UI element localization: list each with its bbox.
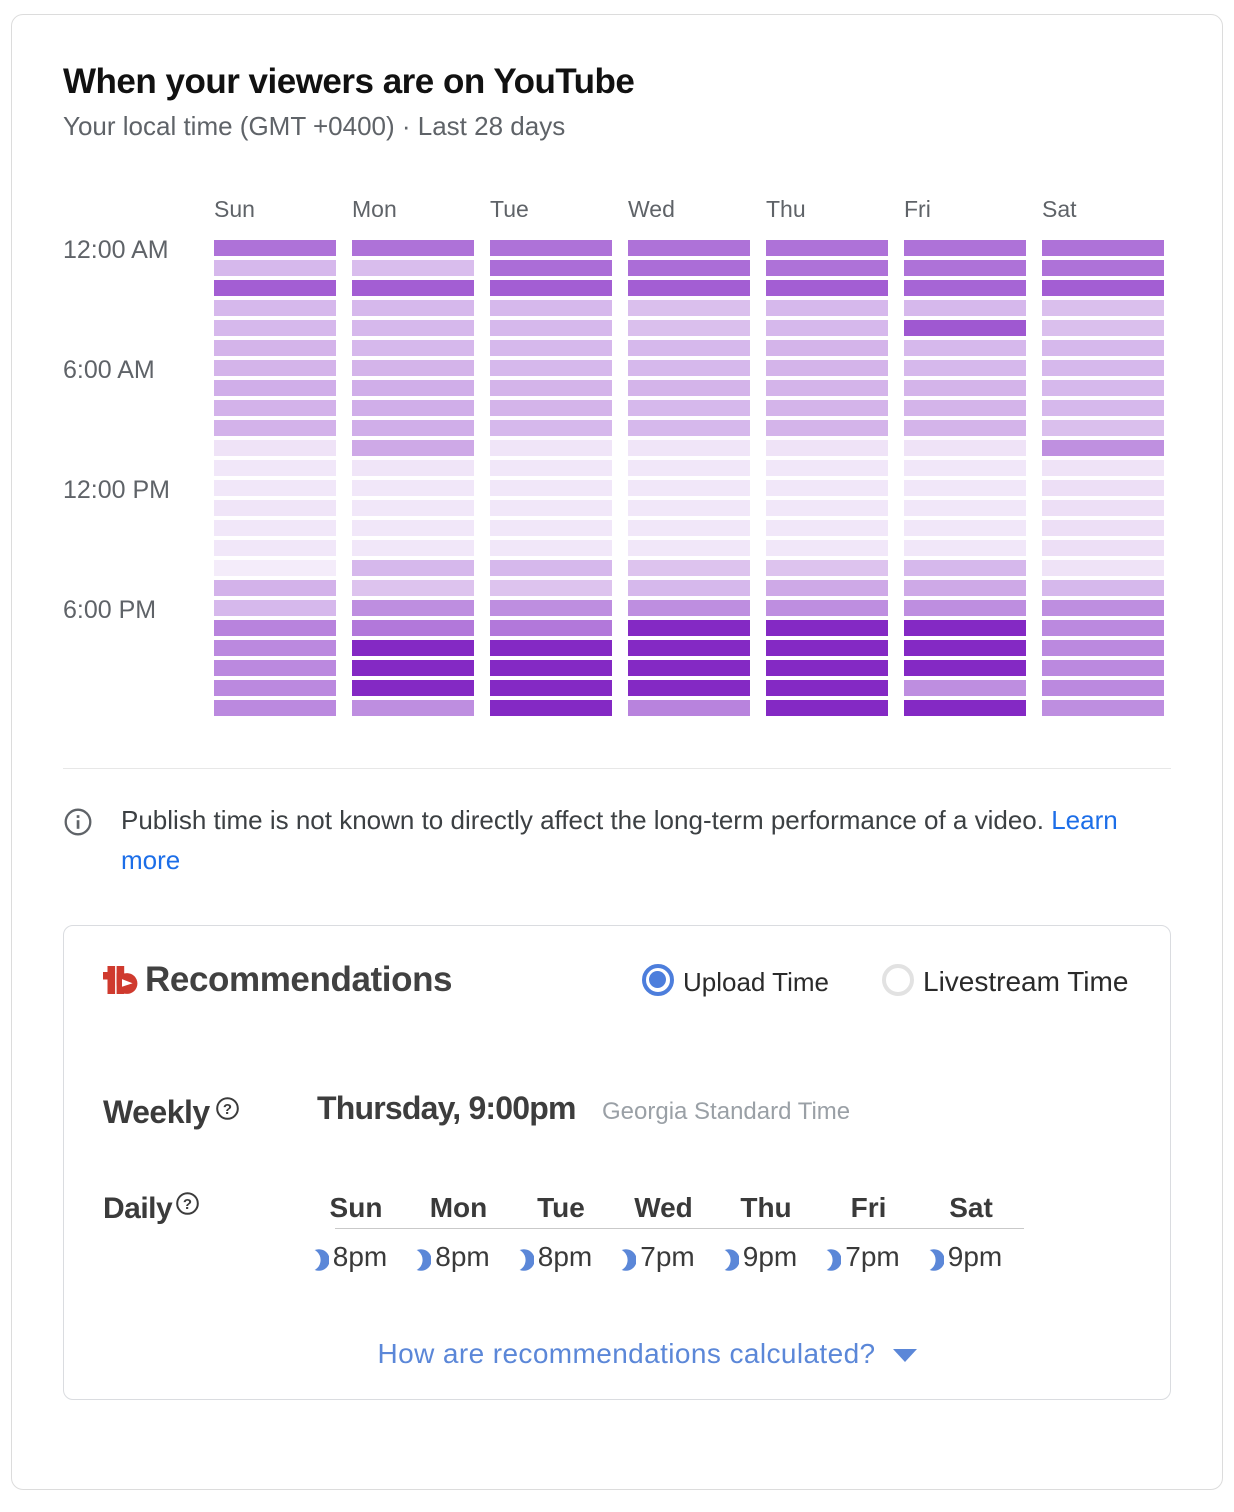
svg-text:?: ?	[183, 1196, 192, 1213]
svg-text:?: ?	[223, 1101, 232, 1118]
